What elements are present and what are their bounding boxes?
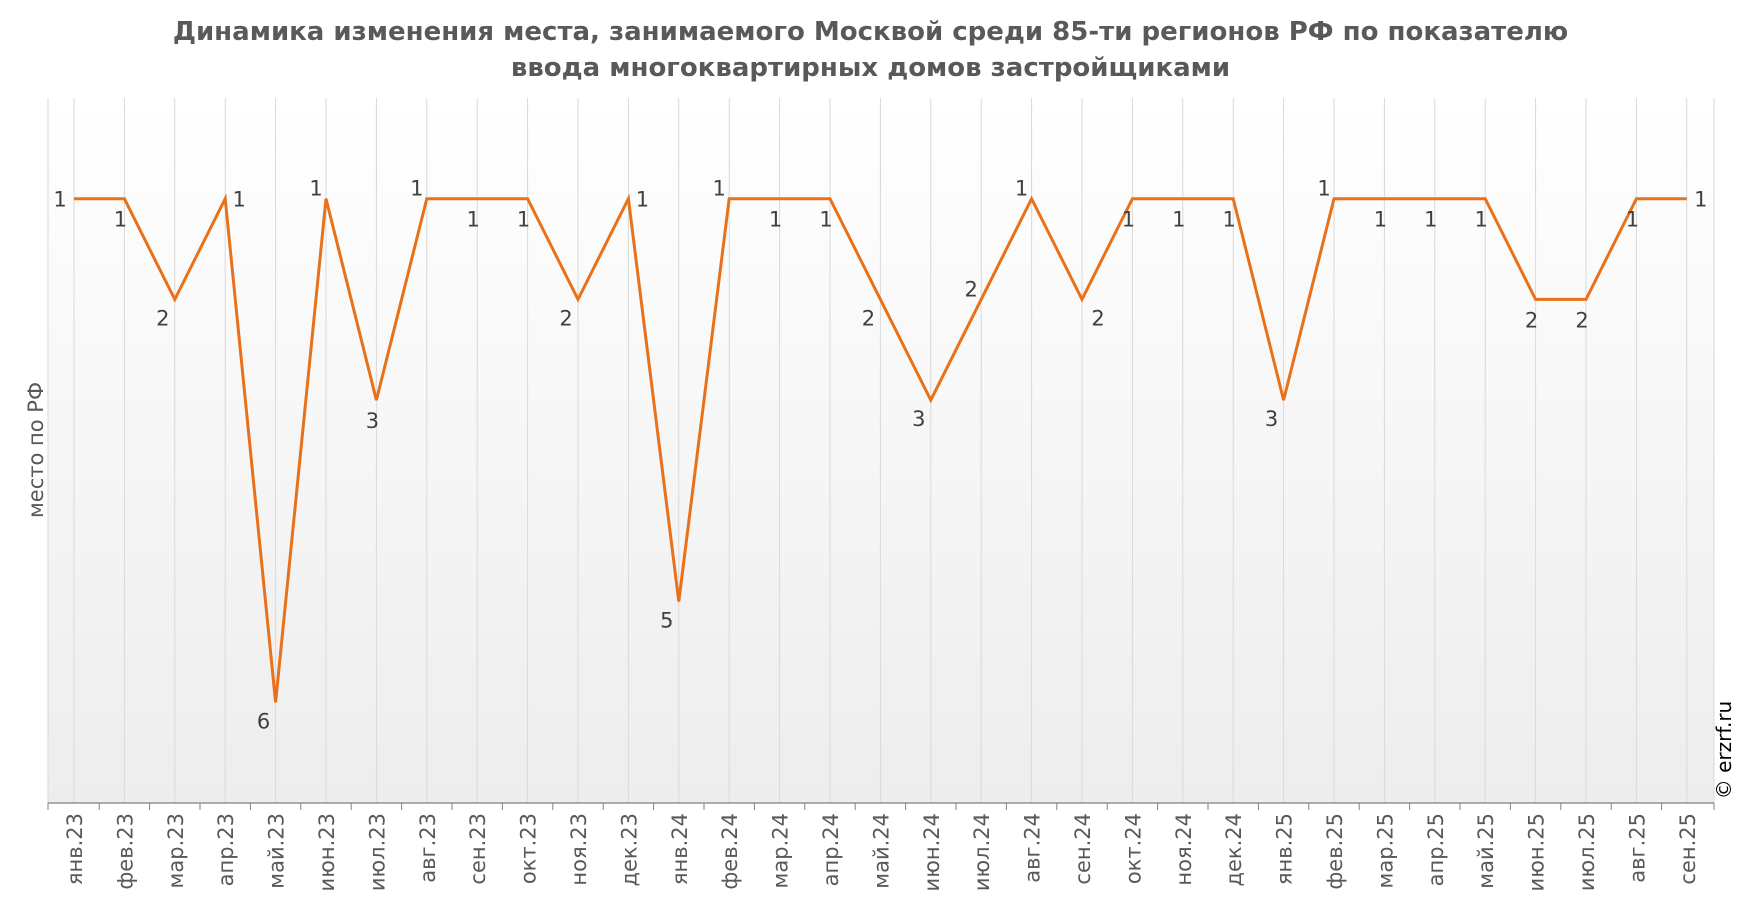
data-label: 1 [769,208,782,232]
x-tick-label: фев.23 [113,813,137,890]
data-label: 1 [467,208,480,232]
grid-lines [47,98,1715,803]
x-tick-label: апр.24 [819,813,843,886]
x-tick-label: фев.25 [1323,813,1347,890]
data-label: 1 [1172,208,1185,232]
x-tick-label: июл.23 [365,813,389,891]
data-label: 1 [1122,208,1135,232]
x-tick-label: мар.25 [1373,813,1397,888]
data-label: 2 [1525,308,1538,332]
data-label: 6 [257,709,270,733]
data-label: 1 [309,177,322,201]
data-label: 2 [1091,306,1104,330]
x-tick-label: фев.24 [718,813,742,890]
data-label: 3 [366,409,379,433]
x-tick-label: дек.23 [617,813,641,887]
data-label: 1 [1015,177,1028,201]
data-label: 1 [517,208,530,232]
data-label: 3 [1265,407,1278,431]
data-label: 1 [1317,177,1330,201]
plot-area [48,98,1714,803]
data-label: 2 [559,306,572,330]
x-tick-label: июл.24 [970,813,994,891]
series-line [74,193,1687,703]
x-tick-label: мар.23 [164,813,188,888]
x-tick-label: май.24 [869,813,893,889]
x-tick-label: май.23 [265,813,289,889]
x-tick-label: янв.25 [1273,813,1297,885]
data-label: 1 [1475,208,1488,232]
x-tick-label: авг.23 [416,813,440,883]
x-tick-label: июн.23 [315,813,339,891]
data-label: 2 [156,306,169,330]
chart-title: Динамика изменения места, занимаемого Мо… [0,14,1741,86]
data-label: 1 [713,177,726,201]
x-tick-label: июн.24 [920,813,944,891]
data-label: 1 [53,188,66,212]
x-tick-label: сен.25 [1676,813,1700,885]
data-label: 1 [1223,208,1236,232]
data-label: 1 [636,188,649,212]
x-tick-label: окт.23 [517,813,541,884]
data-label: 1 [1374,208,1387,232]
data-label: 1 [233,188,246,212]
x-tick-label: июл.25 [1575,813,1599,891]
x-tick-label: сен.24 [1071,813,1095,885]
data-label: 1 [1694,188,1707,212]
x-tick-label: май.25 [1474,813,1498,889]
x-tick-label: ноя.23 [567,813,591,886]
x-tick-label: сен.23 [466,813,490,885]
x-tick-label: авг.24 [1021,813,1045,883]
data-labels: 1 1 2 1 6 1 3 1 1 1 2 1 5 1 1 1 2 3 2 1 2 1 1 1 3 1 1 1 1 2 2 1 1 [53,177,1707,734]
data-label: 5 [660,609,673,633]
x-tick-label: авг.25 [1625,813,1649,883]
data-label: 1 [114,208,127,232]
x-tick-label: ноя.24 [1172,813,1196,886]
y-axis-title: место по РФ [24,381,48,519]
data-label: 1 [1626,208,1639,232]
x-tick-label: мар.24 [769,813,793,888]
x-tick-label: дек.24 [1222,813,1246,887]
x-tick-label: апр.25 [1424,813,1448,886]
x-tick-label: янв.23 [63,813,87,885]
x-tick-label: апр.23 [214,813,238,886]
x-tick-label: янв.24 [668,813,692,885]
data-label: 1 [819,208,832,232]
data-label: 2 [1575,308,1588,332]
data-label: 2 [862,306,875,330]
chart-title-line-1: Динамика изменения места, занимаемого Мо… [172,17,1569,47]
data-label: 1 [1424,208,1437,232]
chart-title-line-2: ввода многоквартирных домов застройщикам… [510,53,1231,83]
data-label: 2 [965,277,978,301]
watermark: © erzrf.ru [1712,700,1736,800]
x-axis: янв.23 фев.23 мар.23 апр.23 май.23 июн.23 июл.… [47,802,1715,891]
series [74,193,1687,703]
x-tick-label: окт.24 [1121,813,1145,884]
data-label: 3 [912,407,925,431]
data-label: 1 [410,177,423,201]
x-tick-label: июн.25 [1525,813,1549,891]
